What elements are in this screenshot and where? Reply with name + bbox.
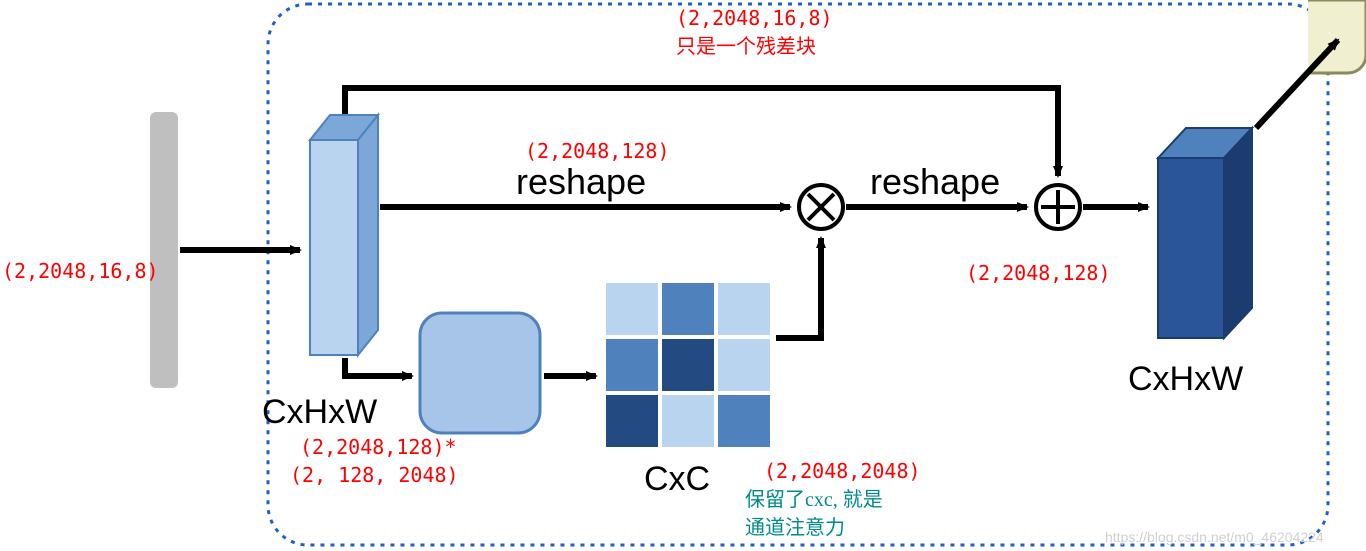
annot-cxc-note2: 通道注意力 xyxy=(745,516,845,539)
left-prism xyxy=(310,115,378,355)
cxc-grid xyxy=(604,281,772,449)
annot-top-shape: (2,2048,16,8) xyxy=(676,6,833,30)
annot-bottom2: (2, 128, 2048) xyxy=(290,463,459,487)
annot-input: (2,2048,16,8) xyxy=(2,259,159,283)
label-chw1: CxHxW xyxy=(262,393,377,431)
annot-bottom1: (2,2048,128)* xyxy=(300,435,457,459)
label-reshape1: reshape xyxy=(516,161,646,202)
input-bar xyxy=(150,112,178,388)
arrow-bottom-branch xyxy=(345,358,412,376)
rounded-square xyxy=(420,313,540,433)
plus-op xyxy=(1036,185,1080,229)
right-prism xyxy=(1158,128,1252,338)
label-chw2: CxHxW xyxy=(1128,360,1243,398)
multiply-op xyxy=(799,185,843,229)
annot-plus: (2,2048,128) xyxy=(966,261,1111,285)
annot-cxc-shape: (2,2048,2048) xyxy=(764,459,921,483)
annot-top-note: 只是一个残差块 xyxy=(676,34,816,58)
watermark: https://blog.csdn.net/m0_46204224 xyxy=(1105,529,1324,545)
annot-cxc-note1: 保留了cxc, 就是 xyxy=(745,488,883,511)
label-cxc: CxC xyxy=(644,460,710,498)
arrow-out-corner xyxy=(1256,40,1338,128)
arrow-grid-up xyxy=(776,238,821,338)
label-reshape2: reshape xyxy=(870,161,1000,202)
annot-mid: (2,2048,128) xyxy=(525,139,670,163)
